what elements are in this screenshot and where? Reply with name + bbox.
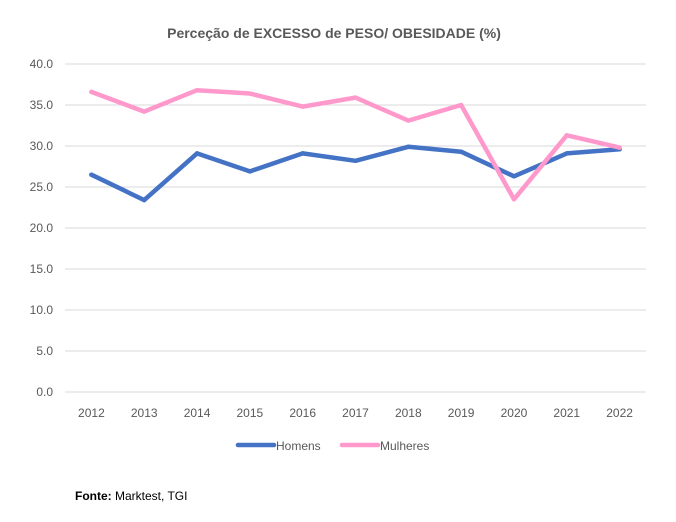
x-tick-label: 2014 bbox=[184, 406, 211, 420]
series-line-mulheres bbox=[89, 87, 622, 202]
data-point-mulheres bbox=[564, 133, 569, 138]
data-point-mulheres bbox=[142, 109, 147, 114]
data-point-homens bbox=[247, 169, 253, 174]
data-point-mulheres bbox=[194, 88, 200, 93]
source-label: Fonte: bbox=[75, 489, 112, 503]
data-point-mulheres bbox=[300, 104, 305, 109]
data-point-homens bbox=[194, 151, 200, 156]
y-tick-label: 40.0 bbox=[30, 57, 54, 71]
x-axis-ticks: 2012 2013 2014 2015 2016 2017 2018 2019 2020 2021… bbox=[78, 406, 633, 420]
y-tick-label: 5.0 bbox=[36, 344, 53, 358]
x-tick-label: 2017 bbox=[342, 406, 369, 420]
data-point-mulheres bbox=[406, 118, 411, 123]
grid-lines bbox=[65, 63, 646, 393]
y-tick-label: 10.0 bbox=[30, 303, 54, 317]
y-tick-label: 20.0 bbox=[30, 221, 54, 235]
x-tick-label: 2019 bbox=[448, 406, 475, 420]
data-point-mulheres bbox=[247, 91, 253, 96]
data-point-homens bbox=[406, 144, 411, 150]
data-point-mulheres bbox=[353, 95, 358, 100]
x-tick-label: 2016 bbox=[289, 406, 316, 420]
legend: Homens Mulheres bbox=[235, 439, 429, 453]
x-tick-label: 2012 bbox=[78, 406, 105, 420]
data-point-homens bbox=[300, 151, 305, 156]
data-point-mulheres bbox=[511, 197, 517, 202]
chart-title: Perceção de EXCESSO de PESO/ OBESIDADE (… bbox=[167, 25, 501, 41]
legend-label-homens: Homens bbox=[276, 439, 321, 453]
y-tick-label: 0.0 bbox=[36, 385, 53, 399]
legend-label-mulheres: Mulheres bbox=[380, 439, 429, 453]
x-tick-label: 2018 bbox=[395, 406, 422, 420]
x-tick-label: 2020 bbox=[501, 406, 528, 420]
source-note: Fonte: Marktest, TGI bbox=[75, 489, 187, 503]
y-tick-label: 25.0 bbox=[30, 180, 54, 194]
data-point-homens bbox=[89, 172, 94, 177]
series-lines bbox=[89, 87, 622, 203]
x-tick-label: 2021 bbox=[553, 406, 580, 420]
data-point-homens bbox=[353, 158, 358, 163]
y-tick-label: 15.0 bbox=[30, 262, 54, 276]
data-point-homens bbox=[458, 149, 464, 154]
data-point-homens bbox=[511, 174, 517, 179]
data-point-mulheres bbox=[458, 102, 464, 108]
y-tick-label: 35.0 bbox=[30, 98, 54, 112]
series-line-homens bbox=[89, 144, 622, 203]
x-tick-label: 2015 bbox=[237, 406, 264, 420]
data-point-mulheres bbox=[617, 145, 622, 150]
data-point-homens bbox=[142, 197, 147, 203]
x-tick-label: 2022 bbox=[606, 406, 633, 420]
y-tick-label: 30.0 bbox=[30, 139, 54, 153]
y-axis-ticks: 0.0 5.0 10.0 15.0 20.0 25.0 30.0 35.0 40.0 bbox=[30, 57, 54, 399]
data-point-homens bbox=[564, 151, 569, 156]
x-tick-label: 2013 bbox=[131, 406, 158, 420]
data-point-mulheres bbox=[89, 89, 94, 95]
source-text: Marktest, TGI bbox=[111, 489, 188, 503]
